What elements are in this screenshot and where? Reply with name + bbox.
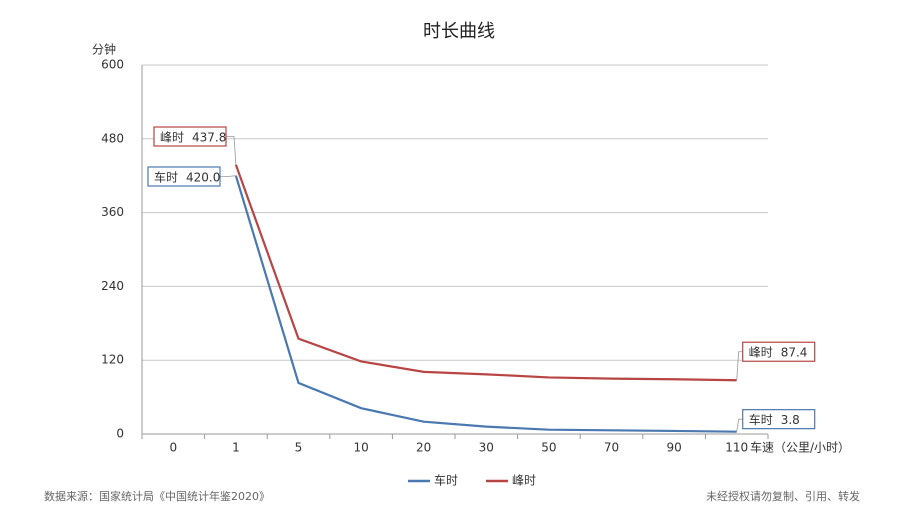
label-text: 车时 3.8: [749, 412, 800, 427]
source-note: 数据来源：国家统计局《中国统计年鉴2020》: [44, 489, 270, 503]
label-box: [147, 166, 221, 187]
x-tick-label: 1: [232, 441, 240, 455]
label-box: [742, 341, 816, 362]
x-tick-label: 0: [169, 441, 177, 455]
series-line: [234, 175, 737, 433]
leader-line: [736, 418, 743, 432]
label-text: 峰时 87.4: [749, 345, 808, 359]
legend-label: 峰时: [512, 474, 536, 488]
y-tick-label: 480: [101, 131, 124, 145]
label-series: 车时: [154, 169, 178, 184]
x-tick-label: 30: [479, 441, 494, 455]
x-tick-label: 50: [541, 441, 556, 455]
y-tick-label: 0: [116, 427, 124, 441]
legend-label: 车时: [434, 473, 458, 488]
y-tick-label: 240: [101, 279, 124, 293]
label-value: 420.0: [186, 170, 220, 184]
leader-line: [220, 175, 236, 177]
label-value: 437.8: [192, 130, 226, 144]
label-text: 车时 420.0: [154, 169, 220, 184]
data-label: 车时 420.0: [147, 166, 236, 187]
leader-line: [736, 351, 743, 381]
label-series: 峰时: [160, 130, 184, 144]
leader-line: [226, 136, 237, 165]
x-tick-label: 20: [416, 441, 431, 455]
label-value: 87.4: [781, 345, 808, 359]
x-axis-label: 车速（公里/小时）: [750, 440, 850, 455]
label-box: [742, 409, 816, 430]
notice: 未经授权请勿复制、引用、转发: [706, 489, 860, 503]
x-tick-label: 5: [295, 441, 303, 455]
label-text: 峰时 437.8: [160, 130, 226, 144]
chart-title: 时长曲线: [423, 21, 495, 42]
x-tick-label: 70: [604, 441, 619, 455]
label-series: 峰时: [749, 345, 773, 359]
label-series: 车时: [749, 412, 773, 427]
y-tick-label: 360: [101, 205, 124, 219]
data-label: 车时 3.8: [736, 409, 816, 432]
x-tick-label: 90: [666, 441, 681, 455]
y-axis-label: 分钟: [92, 42, 116, 57]
label-box: [153, 126, 227, 147]
x-tick-label: 110: [725, 441, 748, 455]
y-tick-label: 600: [101, 58, 124, 72]
label-value: 3.8: [781, 413, 800, 427]
x-tick-label: 10: [353, 441, 368, 455]
series-line: [234, 164, 737, 382]
data-label: 峰时 87.4: [736, 341, 816, 381]
y-tick-label: 120: [101, 353, 124, 367]
data-label: 峰时 437.8: [153, 126, 237, 165]
